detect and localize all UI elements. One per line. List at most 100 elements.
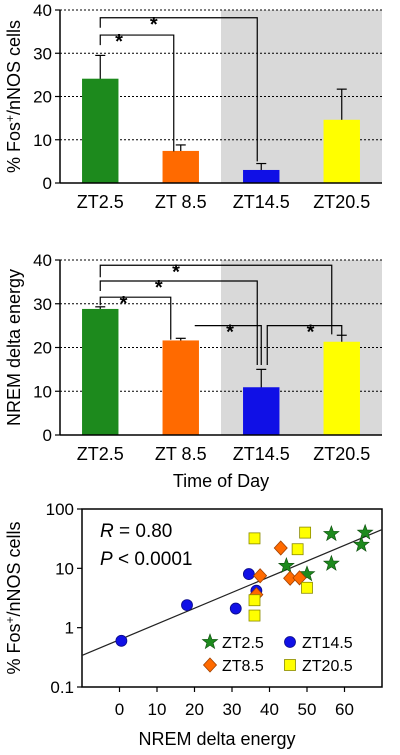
data-point — [248, 594, 261, 607]
y-tick-label: 40 — [33, 251, 52, 270]
data-point — [248, 532, 261, 545]
data-point — [181, 599, 193, 612]
category-label: ZT 8.5 — [155, 192, 207, 212]
p-value: P < 0.0001 — [100, 549, 192, 570]
x-tick-label: 20 — [185, 700, 204, 719]
data-point — [292, 570, 307, 586]
y-axis-label: % Fos+/nNOS cells — [3, 521, 24, 674]
x-tick-label: 10 — [148, 700, 167, 719]
y-tick-label: 0 — [43, 174, 52, 193]
x-axis-label: NREM delta energy — [138, 729, 295, 749]
y-tick-label: 20 — [33, 88, 52, 107]
y-axis-label-main: % Fos — [4, 624, 24, 675]
significance-bracket — [266, 325, 343, 365]
significance-bracket — [99, 296, 172, 340]
data-point — [352, 535, 370, 552]
category-label: ZT20.5 — [313, 444, 370, 464]
regression-line — [81, 529, 383, 657]
data-point — [299, 526, 312, 539]
category-label: ZT2.5 — [77, 192, 124, 212]
significance-star: * — [307, 322, 315, 344]
y-tick-label: 10 — [55, 559, 74, 578]
category-label: ZT2.5 — [77, 444, 124, 464]
y-tick-label: 1 — [65, 619, 74, 638]
bar — [162, 340, 199, 436]
category-label: ZT 8.5 — [155, 444, 207, 464]
data-point — [301, 581, 313, 594]
data-point — [322, 525, 340, 542]
significance-bracket — [99, 280, 258, 365]
y-tick-label: 10 — [33, 382, 52, 401]
data-point — [242, 568, 255, 580]
x-tick-label: 0 — [115, 700, 124, 719]
x-tick-label: 50 — [298, 700, 317, 719]
x-tick-label: 30 — [223, 700, 242, 719]
legend-label: ZT20.5 — [302, 658, 353, 675]
y-tick-label: 20 — [33, 339, 52, 358]
bar — [82, 308, 119, 436]
legend-marker — [284, 636, 296, 648]
data-point — [291, 543, 304, 556]
data-point — [277, 557, 295, 574]
y-tick-label: 0 — [43, 426, 52, 445]
bar — [243, 169, 280, 184]
category-label: ZT20.5 — [313, 192, 370, 212]
bar — [323, 341, 360, 436]
legend-marker — [202, 657, 218, 673]
y-tick-label: 100 — [46, 500, 74, 519]
data-point — [356, 523, 374, 540]
legend-label: ZT8.5 — [222, 658, 264, 675]
data-point — [248, 609, 261, 622]
y-axis-label-rest: /nNOS cells — [4, 20, 24, 115]
legend-label: ZT14.5 — [302, 635, 353, 652]
y-tick-label: 30 — [33, 295, 52, 314]
r-symbol: R — [100, 521, 114, 542]
legend-marker — [201, 633, 219, 650]
data-point — [322, 554, 340, 571]
y-axis-label-superscript: + — [3, 115, 17, 122]
y-axis-label-superscript: + — [3, 617, 17, 624]
y-tick-label: 40 — [33, 1, 52, 20]
y-axis-label-main: % Fos — [4, 122, 24, 173]
x-tick-label: 60 — [335, 700, 354, 719]
y-tick-label: 10 — [33, 131, 52, 150]
data-point — [273, 540, 288, 556]
x-axis-label: Time of Day — [173, 471, 269, 491]
legend-label: ZT2.5 — [222, 635, 264, 652]
significance-bracket — [99, 34, 175, 152]
significance-bracket — [194, 325, 262, 365]
y-tick-label: 30 — [33, 44, 52, 63]
bar — [243, 387, 280, 436]
category-label: ZT14.5 — [233, 444, 290, 464]
r-number: = 0.80 — [114, 521, 173, 542]
significance-star: * — [226, 322, 234, 344]
significance-star: * — [150, 14, 158, 36]
data-point — [298, 565, 316, 582]
data-point — [253, 568, 268, 584]
x-tick-label: 40 — [260, 700, 279, 719]
y-axis-label: NREM delta energy — [4, 269, 24, 426]
significance-star: * — [115, 31, 123, 53]
bar — [323, 119, 360, 184]
significance-bracket — [99, 264, 333, 335]
bar — [162, 150, 199, 184]
bar — [82, 78, 119, 184]
p-symbol: P — [100, 549, 113, 570]
data-point — [115, 634, 128, 647]
y-axis-label: % Fos+/nNOS cells — [3, 20, 24, 173]
data-point — [229, 602, 242, 615]
significance-bracket — [99, 17, 258, 162]
r-value: R = 0.80 — [100, 521, 172, 542]
significance-star: * — [120, 293, 128, 315]
p-number: < 0.0001 — [113, 549, 193, 570]
significance-star: * — [172, 261, 180, 283]
significance-star: * — [155, 277, 163, 299]
chart-fos-by-time: 0 10 20 30 40 ZT2.5 ZT 8.5 ZT14.5 ZT20.5 * * % Fos+… — [3, 1, 382, 212]
legend-marker — [284, 659, 296, 671]
y-axis-label-rest: /nNOS cells — [4, 521, 24, 616]
y-tick-label: 0.1 — [50, 678, 74, 697]
chart-nrem-delta-by-time: 0 10 20 30 40 ZT2.5 ZT 8.5 ZT14.5 ZT20.5 * * * * * NRE… — [4, 251, 382, 491]
category-label: ZT14.5 — [233, 192, 290, 212]
